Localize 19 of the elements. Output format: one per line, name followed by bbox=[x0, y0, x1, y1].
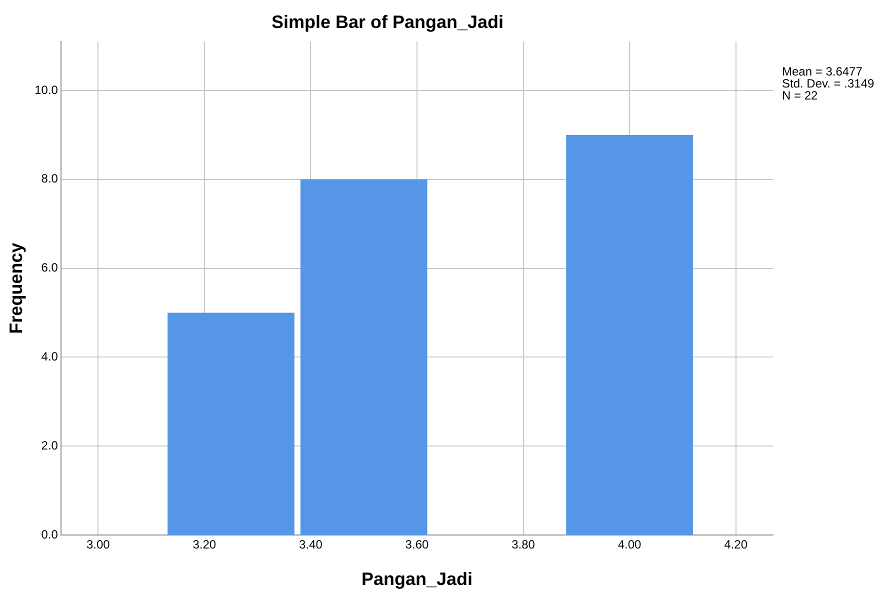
y-tick-label: 2.0 bbox=[41, 438, 58, 452]
y-tick-label: 8.0 bbox=[41, 172, 58, 186]
text: Mean = 3.6477 bbox=[782, 64, 863, 78]
y-tick-label: 4.0 bbox=[41, 350, 58, 364]
text: N = 22 bbox=[782, 88, 818, 102]
y-axis-title: Frequency bbox=[6, 242, 26, 334]
x-tick-label: 3.80 bbox=[512, 538, 536, 552]
x-tick-label: 3.60 bbox=[405, 538, 429, 552]
x-axis-title: Pangan_Jadi bbox=[361, 569, 472, 590]
x-tick-label: 3.40 bbox=[299, 538, 323, 552]
x-tick-label: 4.00 bbox=[618, 538, 642, 552]
y-tick-label: 0.0 bbox=[41, 527, 58, 542]
y-tick-label: 6.0 bbox=[41, 260, 58, 275]
text: Std. Dev. = .3149 bbox=[782, 76, 874, 90]
x-tick-label: 3.00 bbox=[86, 538, 110, 552]
x-tick-label: 3.20 bbox=[192, 538, 216, 552]
y-tick-label: 10.0 bbox=[34, 82, 58, 97]
chart-title: Simple Bar of Pangan_Jadi bbox=[271, 12, 504, 32]
x-tick-label: 4.20 bbox=[724, 538, 748, 552]
